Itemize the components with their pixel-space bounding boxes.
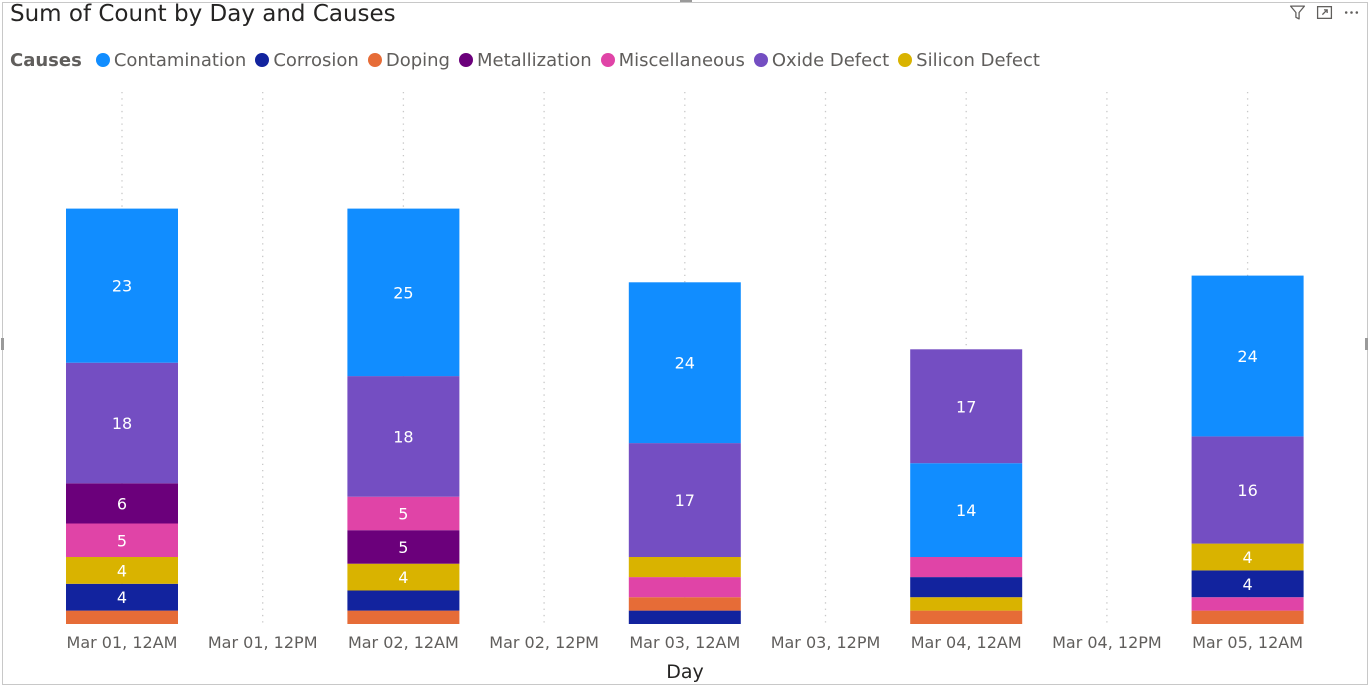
- bar-segment-mar-04-12am-doping[interactable]: [910, 610, 1023, 624]
- data-label-mar-02-12am-oxide-defect: 18: [393, 427, 413, 446]
- filter-icon[interactable]: [1289, 4, 1306, 21]
- data-label-mar-04-12am-contamination: 14: [956, 501, 976, 520]
- bar-segment-mar-02-12am-oxide-defect[interactable]: [347, 376, 460, 497]
- bar-segment-mar-03-12am-oxide-defect[interactable]: [628, 443, 741, 557]
- bar-segment-mar-05-12am-oxide-defect[interactable]: [1191, 436, 1304, 544]
- bars: [66, 208, 1304, 624]
- bar-segment-mar-02-12am-doping[interactable]: [347, 610, 460, 624]
- data-label-mar-05-12am-oxide-defect: 16: [1237, 481, 1257, 500]
- bar-segment-mar-04-12am-miscellaneous[interactable]: [910, 557, 1023, 578]
- bar-segment-mar-01-12am-corrosion[interactable]: [66, 583, 178, 611]
- resize-handle-right[interactable]: [1365, 338, 1368, 350]
- data-label-mar-03-12am-contamination: 24: [675, 354, 695, 373]
- bar-segment-mar-03-12am-contamination[interactable]: [628, 282, 741, 444]
- bar-segment-mar-04-12am-corrosion[interactable]: [910, 577, 1023, 598]
- chart-title: Sum of Count by Day and Causes: [10, 1, 396, 27]
- x-tick-label-mar-01-12pm: Mar 01, 12PM: [208, 633, 318, 652]
- legend-item-contamination[interactable]: Contamination: [95, 49, 247, 71]
- bar-segment-mar-03-12am-silicon-defect[interactable]: [628, 557, 741, 578]
- x-axis-title: Day: [666, 661, 704, 683]
- data-label-mar-01-12am-contamination: 23: [112, 277, 132, 296]
- legend-item-doping[interactable]: Doping: [367, 49, 450, 71]
- bar-segment-mar-05-12am-doping[interactable]: [1191, 610, 1304, 624]
- x-tick-label-mar-02-12am: Mar 02, 12AM: [348, 633, 459, 652]
- legend-label-miscellaneous: Miscellaneous: [618, 49, 745, 71]
- x-tick-label-mar-05-12am: Mar 05, 12AM: [1192, 633, 1303, 652]
- legend-item-metallization[interactable]: Metallization: [458, 49, 592, 71]
- data-label-mar-04-12am-oxide-defect: 17: [956, 397, 976, 416]
- bar-segment-mar-05-12am-silicon-defect[interactable]: [1191, 543, 1304, 571]
- legend-item-oxide-defect[interactable]: Oxide Defect: [753, 49, 890, 71]
- bar-segment-mar-02-12am-silicon-defect[interactable]: [347, 563, 460, 591]
- bar-segment-mar-02-12am-contamination[interactable]: [347, 208, 460, 377]
- resize-handle-top[interactable]: [680, 0, 692, 2]
- legend-dot-oxide-defect: [753, 53, 768, 67]
- x-tick-label-mar-02-12pm: Mar 02, 12PM: [489, 633, 599, 652]
- legend-dot-metallization: [458, 53, 473, 67]
- data-label-mar-01-12am-metallization: 6: [117, 494, 127, 513]
- x-tick-label-mar-03-12am: Mar 03, 12AM: [629, 633, 740, 652]
- legend-dot-corrosion: [255, 53, 270, 67]
- bar-segment-mar-03-12am-miscellaneous[interactable]: [628, 577, 741, 598]
- x-tick-label-mar-03-12pm: Mar 03, 12PM: [771, 633, 881, 652]
- bar-segment-mar-01-12am-contamination[interactable]: [66, 208, 178, 363]
- legend-dot-miscellaneous: [600, 53, 615, 67]
- legend-dot-silicon-defect: [898, 53, 913, 67]
- focus-mode-icon[interactable]: [1316, 4, 1333, 21]
- bar-segment-mar-02-12am-miscellaneous[interactable]: [347, 496, 460, 531]
- data-label-mar-01-12am-silicon-defect: 4: [117, 561, 127, 580]
- legend-label-silicon-defect: Silicon Defect: [916, 49, 1040, 71]
- legend-title: Causes: [10, 49, 82, 71]
- x-tick-label-mar-01-12am: Mar 01, 12AM: [67, 633, 178, 652]
- bar-segment-mar-01-12am-metallization[interactable]: [66, 483, 178, 524]
- x-tick-label-mar-04-12am: Mar 04, 12AM: [911, 633, 1022, 652]
- legend-label-contamination: Contamination: [113, 49, 247, 71]
- bar-segment-mar-01-12am-silicon-defect[interactable]: [66, 557, 178, 584]
- resize-handle-left[interactable]: [1, 338, 4, 350]
- visual-header-toolbar: [1289, 4, 1360, 21]
- bar-segment-mar-05-12am-miscellaneous[interactable]: [1191, 597, 1304, 611]
- legend-dot-doping: [367, 53, 382, 67]
- bar-segment-mar-05-12am-contamination[interactable]: [1191, 275, 1304, 437]
- data-label-mar-01-12am-oxide-defect: 18: [112, 414, 132, 433]
- bar-segment-mar-05-12am-corrosion[interactable]: [1191, 570, 1304, 598]
- data-label-mar-05-12am-corrosion: 4: [1243, 575, 1253, 594]
- data-label-mar-01-12am-corrosion: 4: [117, 588, 127, 607]
- data-label-mar-01-12am-miscellaneous: 5: [117, 531, 127, 550]
- legend-label-corrosion: Corrosion: [273, 49, 359, 71]
- legend-item-miscellaneous[interactable]: Miscellaneous: [600, 49, 745, 71]
- bar-segment-mar-03-12am-doping[interactable]: [628, 597, 741, 611]
- bar-segment-mar-04-12am-contamination[interactable]: [910, 463, 1023, 557]
- data-label-mar-05-12am-contamination: 24: [1237, 347, 1257, 366]
- data-label-mar-05-12am-silicon-defect: 4: [1243, 548, 1253, 567]
- legend-label-oxide-defect: Oxide Defect: [771, 49, 890, 71]
- legend-label-metallization: Metallization: [476, 49, 592, 71]
- x-tick-label-mar-04-12pm: Mar 04, 12PM: [1052, 633, 1162, 652]
- data-label-mar-02-12am-metallization: 5: [398, 538, 408, 557]
- legend-dot-contamination: [95, 53, 110, 67]
- data-label-mar-02-12am-contamination: 25: [393, 283, 413, 302]
- bar-segment-mar-04-12am-silicon-defect[interactable]: [910, 597, 1023, 611]
- more-options-icon[interactable]: [1343, 4, 1360, 21]
- legend-item-corrosion[interactable]: Corrosion: [255, 49, 359, 71]
- data-labels: 4 4 5 6 18 23 4 5 5 18 25 17 24 14 17 4 4 16 24: [112, 277, 1258, 608]
- bar-segment-mar-02-12am-corrosion[interactable]: [347, 590, 460, 611]
- bar-segment-mar-01-12am-doping[interactable]: [66, 610, 178, 624]
- gridlines: [121, 92, 1249, 624]
- data-label-mar-02-12am-silicon-defect: 4: [398, 568, 408, 587]
- bar-segment-mar-01-12am-miscellaneous[interactable]: [66, 523, 178, 558]
- legend: Causes Contamination Corrosion Doping Metal…: [10, 48, 1049, 72]
- bar-segment-mar-04-12am-oxide-defect[interactable]: [910, 349, 1023, 464]
- bar-segment-mar-03-12am-corrosion[interactable]: [628, 610, 741, 624]
- legend-label-doping: Doping: [385, 49, 450, 71]
- data-label-mar-02-12am-miscellaneous: 5: [398, 504, 408, 523]
- bar-segment-mar-02-12am-metallization[interactable]: [347, 530, 460, 564]
- bar-segment-mar-01-12am-oxide-defect[interactable]: [66, 362, 178, 484]
- data-label-mar-03-12am-oxide-defect: 17: [675, 491, 695, 510]
- x-axis-ticks: Mar 01, 12AM Mar 01, 12PM Mar 02, 12AM Mar …: [67, 633, 1304, 652]
- legend-item-silicon-defect[interactable]: Silicon Defect: [898, 50, 1040, 71]
